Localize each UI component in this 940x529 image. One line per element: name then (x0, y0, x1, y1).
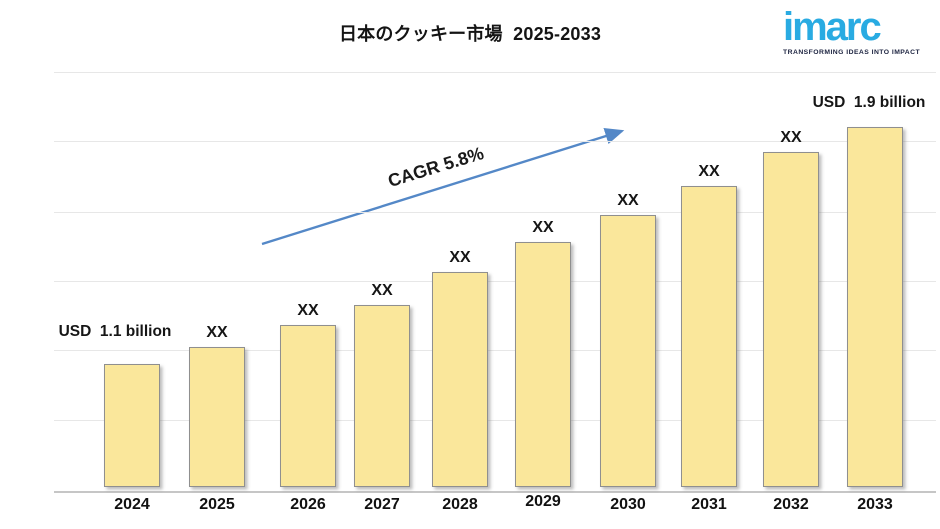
bar-2027 (354, 305, 410, 487)
x-axis-label-2032: 2032 (773, 496, 809, 513)
bar-2030 (600, 215, 656, 487)
imarc-logo-tagline: TRANSFORMING IDEAS INTO IMPACT (783, 49, 921, 56)
page-title: 日本のクッキー市場 2025-2033 (338, 24, 602, 44)
value-label-2027: XX (371, 282, 393, 299)
value-label-2029: XX (532, 219, 554, 236)
x-axis-label-2024: 2024 (114, 496, 150, 513)
gridline-5 (54, 420, 936, 421)
value-label-2033: USD 1.9 billion (812, 94, 926, 111)
gridline-2 (54, 212, 936, 213)
bar-2032 (763, 152, 819, 487)
x-axis-label-2030: 2030 (610, 496, 646, 513)
value-label-2025: XX (206, 324, 228, 341)
x-axis-label-2029: 2029 (525, 493, 561, 510)
value-label-2028: XX (449, 249, 471, 266)
gridline-4 (54, 350, 936, 351)
cagr-label: CAGR 5.8% (385, 142, 487, 192)
x-axis-label-2025: 2025 (199, 496, 235, 513)
bar-2028 (432, 272, 488, 487)
x-axis-label-2031: 2031 (691, 496, 727, 513)
value-label-2030: XX (617, 192, 639, 209)
gridline-1 (54, 141, 936, 142)
value-label-2032: XX (780, 129, 802, 146)
value-label-2031: XX (698, 163, 720, 180)
bar-2033 (847, 127, 903, 487)
x-axis-label-2027: 2027 (364, 496, 400, 513)
gridline-0 (54, 72, 936, 73)
x-axis-label-2028: 2028 (442, 496, 478, 513)
value-label-2024: USD 1.1 billion (58, 323, 172, 340)
x-axis-label-2026: 2026 (290, 496, 326, 513)
imarc-logo: imarc TRANSFORMING IDEAS INTO IMPACT (783, 6, 933, 56)
bar-2026 (280, 325, 336, 487)
bar-2029 (515, 242, 571, 487)
value-label-2026: XX (297, 302, 319, 319)
imarc-logo-text: imarc (783, 5, 882, 49)
x-axis-line (54, 491, 936, 493)
x-axis-label-2033: 2033 (857, 496, 893, 513)
bar-2031 (681, 186, 737, 487)
gridline-3 (54, 281, 936, 282)
bar-2025 (189, 347, 245, 487)
bar-2024 (104, 364, 160, 487)
